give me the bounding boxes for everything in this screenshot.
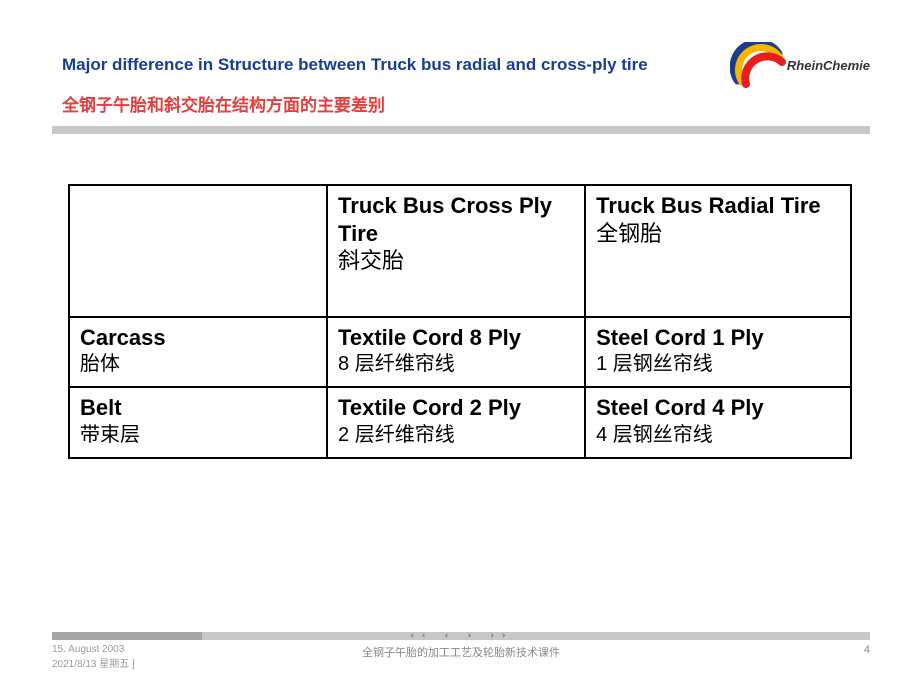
footer-bar: ‹‹ ‹ › ›› [52,632,870,640]
table-cell: Textile Cord 8 Ply 8 层纤维帘线 [327,317,585,388]
table-row: Belt 带束层 Textile Cord 2 Ply 2 层纤维帘线 Stee… [69,387,851,458]
cell-english: Truck Bus Radial Tire [596,192,840,220]
footer-text-area: 15. August 2003 2021/8/13 星期五 ] 全钢子午胎的加工… [52,644,870,670]
table-cell: Textile Cord 2 Ply 2 层纤维帘线 [327,387,585,458]
cell-chinese: 1 层钢丝帘线 [596,351,840,378]
footer-bar-segment [52,632,202,640]
cell-english: Steel Cord 1 Ply [596,324,840,352]
table-cell: Truck Bus Radial Tire 全钢胎 [585,185,851,317]
cell-chinese: 带束层 [80,422,316,449]
cell-english: Carcass [80,324,316,352]
table-row: Carcass 胎体 Textile Cord 8 Ply 8 层纤维帘线 St… [69,317,851,388]
comparison-table-container: Truck Bus Cross Ply Tire 斜交胎 Truck Bus R… [0,134,920,459]
table-cell: Belt 带束层 [69,387,327,458]
header: Major difference in Structure between Tr… [0,0,920,116]
cell-english: Truck Bus Cross Ply Tire [338,192,574,247]
table-cell: Steel Cord 4 Ply 4 层钢丝帘线 [585,387,851,458]
table-cell: Steel Cord 1 Ply 1 层钢丝帘线 [585,317,851,388]
title-chinese: 全钢子午胎和斜交胎在结构方面的主要差别 [62,91,870,116]
table-cell: Carcass 胎体 [69,317,327,388]
footer-nav-glyphs[interactable]: ‹‹ ‹ › ›› [410,631,513,641]
table-row: Truck Bus Cross Ply Tire 斜交胎 Truck Bus R… [69,185,851,317]
cell-english: Textile Cord 8 Ply [338,324,574,352]
table-cell: Truck Bus Cross Ply Tire 斜交胎 [327,185,585,317]
comparison-table: Truck Bus Cross Ply Tire 斜交胎 Truck Bus R… [68,184,852,459]
table-cell [69,185,327,317]
cell-chinese: 2 层纤维帘线 [338,422,574,449]
cell-chinese: 胎体 [80,351,316,378]
cell-chinese: 8 层纤维帘线 [338,351,574,378]
logo: RheinChemie [730,42,870,92]
cell-english: Textile Cord 2 Ply [338,394,574,422]
logo-text: RheinChemie [787,58,870,73]
cell-english: Belt [80,394,316,422]
cell-english: Steel Cord 4 Ply [596,394,840,422]
footer-center-text: 全钢子午胎的加工工艺及轮胎新技术课件 [362,644,560,660]
cell-chinese: 全钢胎 [596,220,840,249]
cell-chinese: 4 层钢丝帘线 [596,422,840,449]
page-number: 4 [864,644,870,656]
header-divider [52,126,870,134]
cell-chinese: 斜交胎 [338,247,574,276]
